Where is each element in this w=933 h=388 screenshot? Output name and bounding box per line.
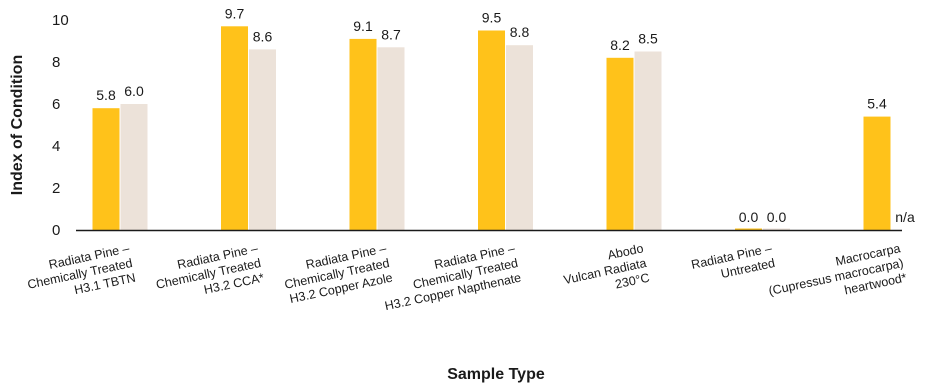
y-axis-title: Index of Condition [9,55,26,195]
bar-series-2 [378,47,405,230]
x-axis-title: Sample Type [447,366,545,383]
bar-series-1 [221,26,248,230]
y-tick-label: 2 [52,180,60,197]
bar-series-2 [506,45,533,230]
y-tick-label: 6 [52,96,60,113]
y-tick-label: 8 [52,54,60,71]
bars [93,26,891,230]
bar-series-1 [93,108,120,230]
bar-series-2 [635,52,662,231]
data-label: 9.7 [225,5,245,21]
bar-series-1 [478,31,505,231]
bar-series-1 [864,117,891,230]
bar-series-2 [121,104,148,230]
data-label: n/a [895,209,915,225]
y-tick-label: 0 [52,222,60,239]
category-label: Macrocarpa(Cupressus macrocarpa)heartwoo… [764,241,908,313]
data-label: 9.1 [353,18,373,34]
data-label: 9.5 [482,10,502,26]
category-label: Radiata Pine –Untreated [690,241,776,286]
data-label: 8.7 [381,26,401,42]
y-axis-ticks: 0 2 4 6 8 10 [52,12,69,239]
data-label: 8.8 [510,24,530,40]
data-label: 8.2 [610,37,630,53]
bar-series-2 [249,49,276,230]
data-label: 6.0 [124,83,144,99]
data-label: 5.8 [96,87,116,103]
data-label: 0.0 [767,209,787,225]
y-tick-label: 10 [52,12,69,29]
bar-series-1 [607,58,634,230]
data-label: 8.5 [638,31,658,47]
value-labels: 5.8 6.0 9.7 8.6 9.1 8.7 9.5 8.8 8.2 8.5 0.0 0.0 5.4 n… [96,5,915,225]
data-label: 8.6 [253,28,273,44]
bar-series-1 [350,39,377,230]
data-label: 5.4 [867,96,887,112]
y-tick-label: 4 [52,138,60,155]
data-label: 0.0 [739,209,759,225]
